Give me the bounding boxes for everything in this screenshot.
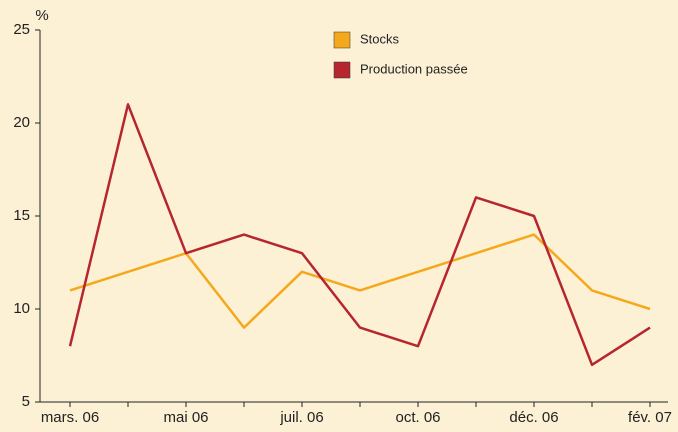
y-tick-label: 15 <box>13 207 30 224</box>
y-tick-label: 5 <box>22 393 30 410</box>
x-tick-label: fév. 07 <box>628 409 672 426</box>
series-line <box>68 103 651 367</box>
legend-label: Production passée <box>360 61 468 76</box>
y-tick-label: 20 <box>13 114 30 131</box>
x-tick-label: oct. 06 <box>395 409 440 426</box>
x-tick-label: juil. 06 <box>279 409 323 426</box>
x-tick-label: mai 06 <box>163 409 208 426</box>
y-axis-label: % <box>35 7 48 24</box>
legend-swatch <box>333 31 351 49</box>
x-tick-label: déc. 06 <box>509 409 558 426</box>
y-tick-label: 25 <box>13 21 30 38</box>
legend-label: Stocks <box>360 31 400 46</box>
series-line <box>69 233 651 329</box>
legend-swatch <box>333 61 351 79</box>
x-tick-label: mars. 06 <box>41 409 99 426</box>
y-tick-label: 10 <box>13 300 30 317</box>
